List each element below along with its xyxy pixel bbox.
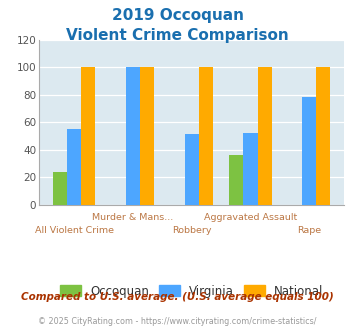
Text: All Violent Crime: All Violent Crime	[34, 226, 114, 235]
Bar	[302, 97, 316, 205]
Text: 2019 Occoquan: 2019 Occoquan	[111, 8, 244, 23]
Text: Robbery: Robbery	[172, 226, 212, 235]
Bar	[229, 155, 244, 205]
Bar	[199, 67, 213, 205]
Legend: Occoquan, Virginia, National: Occoquan, Virginia, National	[55, 280, 328, 302]
Bar	[258, 67, 272, 205]
Text: Rape: Rape	[297, 226, 321, 235]
Bar	[81, 67, 95, 205]
Bar	[53, 172, 67, 205]
Bar	[67, 129, 81, 205]
Text: Violent Crime Comparison: Violent Crime Comparison	[66, 28, 289, 43]
Bar	[244, 133, 258, 205]
Bar	[185, 135, 199, 205]
Text: © 2025 CityRating.com - https://www.cityrating.com/crime-statistics/: © 2025 CityRating.com - https://www.city…	[38, 317, 317, 326]
Bar	[316, 67, 331, 205]
Bar	[140, 67, 154, 205]
Text: Compared to U.S. average. (U.S. average equals 100): Compared to U.S. average. (U.S. average …	[21, 292, 334, 302]
Text: Aggravated Assault: Aggravated Assault	[204, 213, 297, 222]
Bar	[126, 67, 140, 205]
Text: Murder & Mans...: Murder & Mans...	[92, 213, 174, 222]
